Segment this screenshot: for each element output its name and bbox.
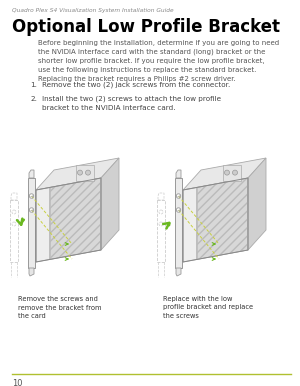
Text: Optional Low Profile Bracket: Optional Low Profile Bracket [12, 18, 280, 36]
Polygon shape [197, 178, 248, 259]
Circle shape [224, 170, 230, 175]
Polygon shape [175, 178, 182, 268]
Circle shape [29, 208, 34, 212]
Text: Remove the two (2) jack screws from the connector.: Remove the two (2) jack screws from the … [42, 82, 230, 88]
Circle shape [176, 208, 181, 212]
Text: Remove the screws and
remove the bracket from
the card: Remove the screws and remove the bracket… [18, 296, 101, 319]
Polygon shape [183, 158, 266, 190]
Circle shape [85, 170, 91, 175]
Circle shape [232, 170, 238, 175]
Polygon shape [176, 170, 181, 178]
Text: Install the two (2) screws to attach the low profile
bracket to the NVIDIA inter: Install the two (2) screws to attach the… [42, 96, 221, 111]
Circle shape [77, 170, 83, 175]
Polygon shape [29, 170, 34, 178]
Polygon shape [176, 268, 181, 276]
Text: Quadro Plex S4 Visualization System Installation Guide: Quadro Plex S4 Visualization System Inst… [12, 8, 174, 13]
Polygon shape [76, 164, 94, 181]
Circle shape [29, 194, 34, 198]
Polygon shape [223, 164, 241, 181]
Polygon shape [29, 268, 34, 276]
Polygon shape [36, 188, 50, 262]
Polygon shape [248, 158, 266, 250]
Text: 10: 10 [12, 379, 22, 386]
Text: 2.: 2. [30, 96, 37, 102]
Text: 1.: 1. [30, 82, 37, 88]
Polygon shape [101, 158, 119, 250]
Circle shape [176, 194, 181, 198]
Polygon shape [36, 158, 119, 190]
Polygon shape [183, 188, 197, 262]
Text: Before beginning the installation, determine if you are going to need
the NVIDIA: Before beginning the installation, deter… [38, 40, 279, 81]
Text: Replace with the low
profile bracket and replace
the screws: Replace with the low profile bracket and… [163, 296, 253, 319]
Polygon shape [50, 178, 101, 259]
Polygon shape [28, 178, 35, 268]
